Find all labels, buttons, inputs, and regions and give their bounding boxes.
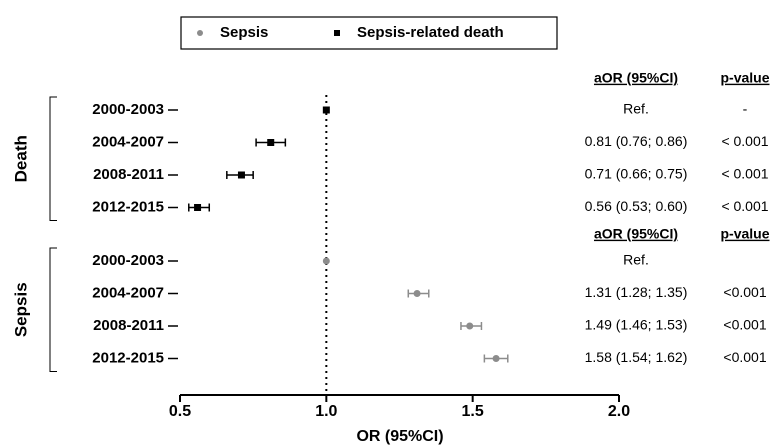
point-marker — [237, 171, 245, 179]
point-marker — [267, 139, 275, 146]
group-bracket — [49, 247, 57, 372]
value-label: 0.56 (0.53; 0.60) — [585, 198, 688, 214]
point-marker — [492, 355, 500, 362]
value-label: 1.49 (1.46; 1.53) — [585, 317, 688, 333]
column-header: p-value — [720, 70, 769, 86]
category-label: 2004-2007 — [92, 133, 164, 150]
category-label: 2004-2007 — [92, 284, 164, 301]
point-marker — [466, 322, 474, 330]
point-marker — [194, 204, 202, 211]
p-value: <0.001 — [723, 317, 766, 333]
p-value: < 0.001 — [721, 198, 768, 214]
column-header: aOR (95%CI) — [594, 70, 678, 86]
category-label: 2008-2011 — [93, 166, 164, 183]
x-tick-label: 2.0 — [608, 403, 630, 420]
category-label: 2012-2015 — [92, 349, 164, 366]
point-marker — [413, 290, 421, 297]
legend-box — [180, 16, 558, 50]
group-bracket — [49, 96, 57, 221]
value-label: 1.31 (1.28; 1.35) — [585, 284, 688, 300]
point-marker — [322, 257, 330, 265]
point-marker — [322, 106, 330, 114]
p-value: <0.001 — [723, 349, 766, 365]
column-header: aOR (95%CI) — [594, 226, 678, 242]
p-value: <0.001 — [723, 284, 766, 300]
p-value: < 0.001 — [721, 166, 768, 182]
value-label: Ref. — [623, 252, 649, 268]
category-label: 2012-2015 — [92, 198, 164, 215]
value-label: 0.71 (0.66; 0.75) — [585, 166, 688, 182]
x-axis-label: OR (95%CI) — [356, 428, 443, 445]
category-label: 2000-2003 — [92, 252, 164, 269]
legend-label: Sepsis-related death — [357, 24, 504, 41]
legend-marker — [197, 30, 203, 36]
legend-marker — [334, 30, 340, 36]
x-tick-label: 0.5 — [169, 403, 191, 420]
category-label: 2000-2003 — [92, 101, 164, 118]
column-header: p-value — [720, 226, 769, 242]
legend-label: Sepsis — [220, 24, 268, 41]
group-label: Death — [11, 135, 30, 182]
p-value: < 0.001 — [721, 133, 768, 149]
group-label: Sepsis — [11, 282, 30, 337]
x-tick-label: 1.5 — [462, 403, 484, 420]
p-value: - — [743, 101, 748, 117]
category-label: 2008-2011 — [93, 317, 164, 334]
x-tick-label: 1.0 — [315, 403, 337, 420]
value-label: Ref. — [623, 101, 649, 117]
value-label: 1.58 (1.54; 1.62) — [585, 349, 688, 365]
value-label: 0.81 (0.76; 0.86) — [585, 133, 688, 149]
